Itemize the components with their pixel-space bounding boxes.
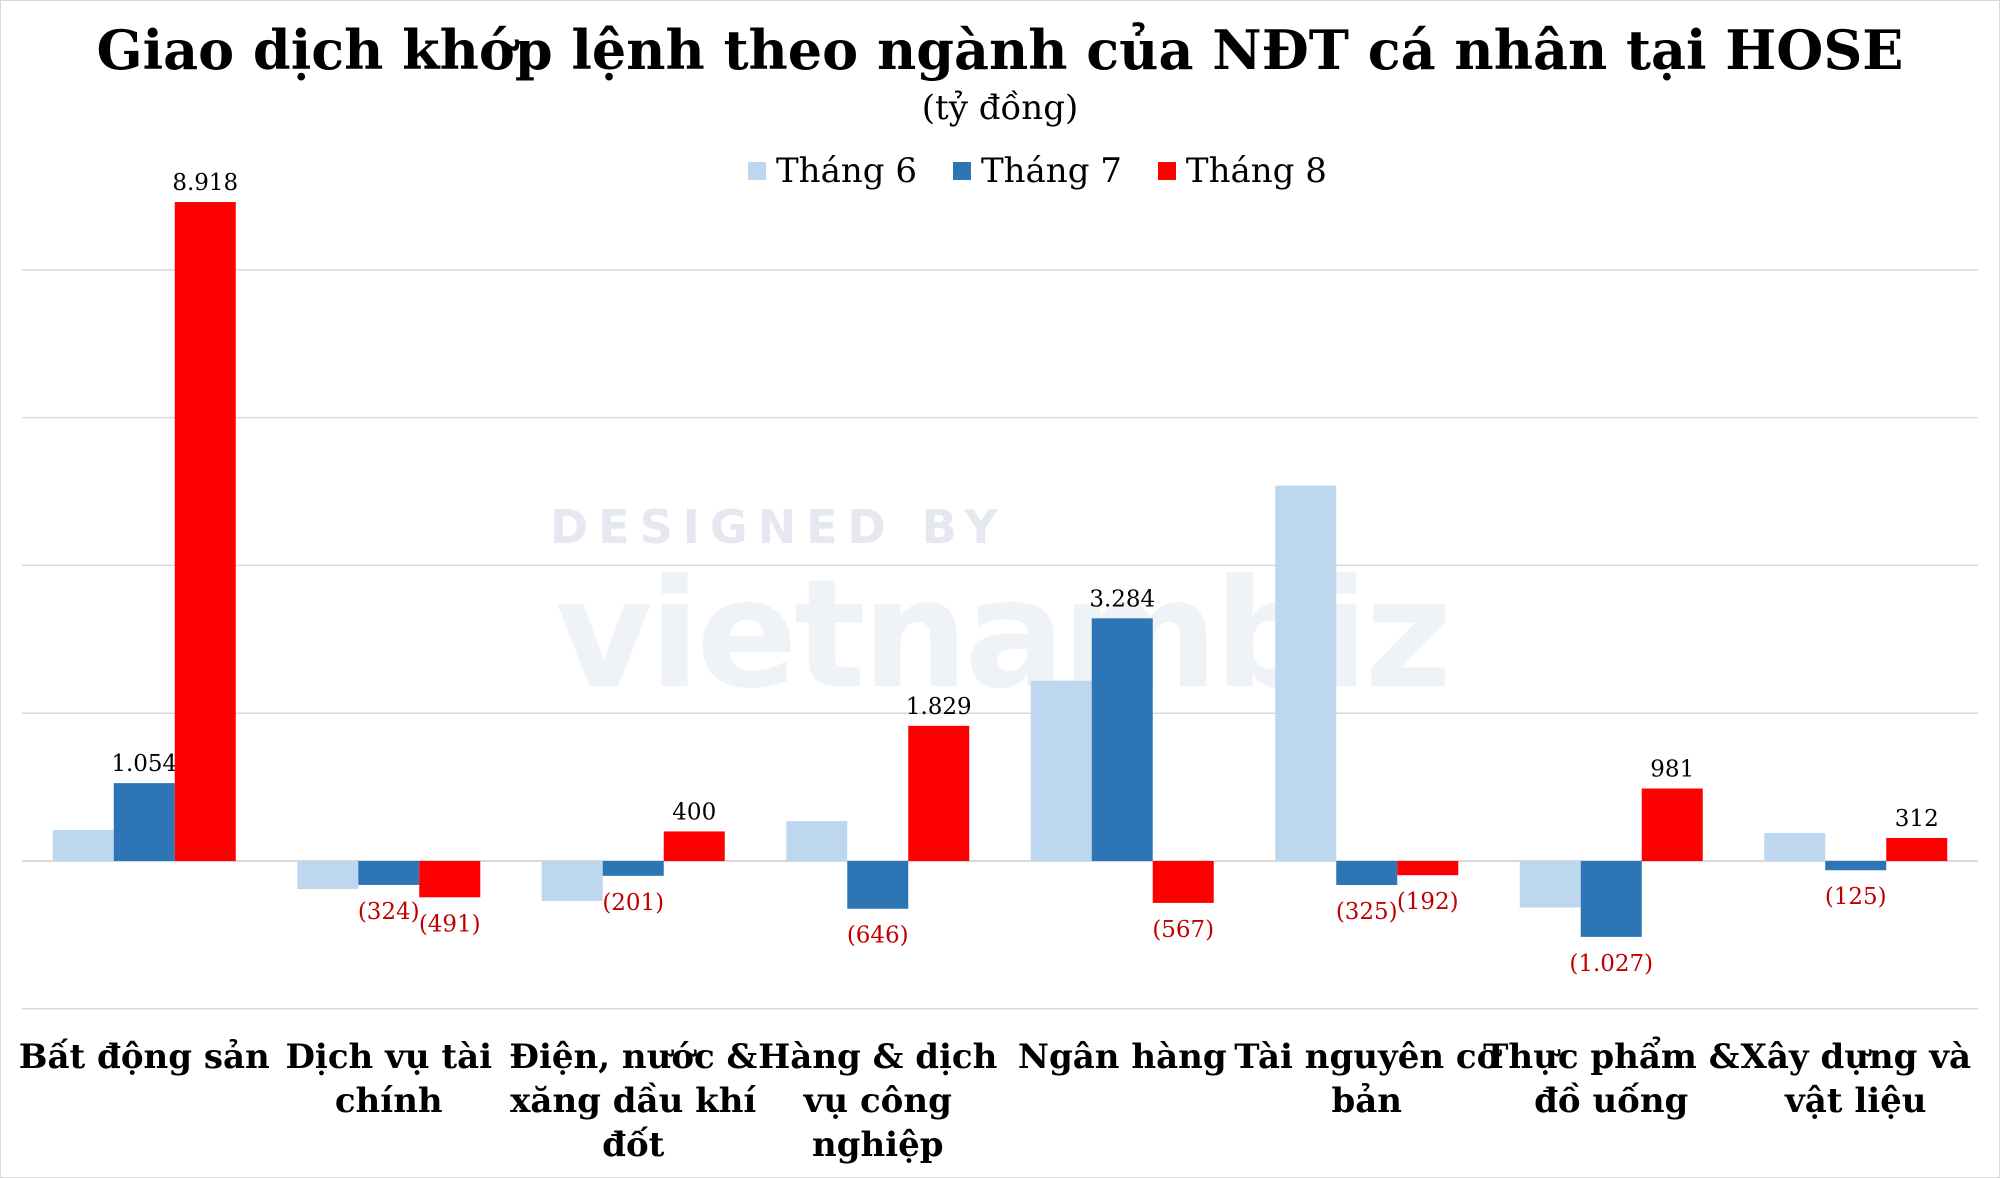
data-label-series-1-cat-4: 3.284 <box>1089 586 1155 612</box>
data-label-series-2-cat-4: (567) <box>1152 917 1214 943</box>
legend: Tháng 6 Tháng 7 Tháng 8 <box>748 146 1327 196</box>
legend-label-series-0: Tháng 6 <box>776 151 917 191</box>
bar-series-1-cat-0 <box>113 783 175 861</box>
bar-series-2-cat-0 <box>174 202 236 861</box>
x-tick-label-1-line-1: chính <box>335 1081 443 1121</box>
bar-series-1-cat-3 <box>847 861 909 909</box>
data-label-series-2-cat-6: 981 <box>1650 757 1694 783</box>
data-label-series-1-cat-2: (201) <box>602 890 664 916</box>
data-label-series-2-cat-7: 312 <box>1895 806 1939 832</box>
x-tick-label-7-line-0: Xây dựng và <box>1740 1037 1971 1077</box>
bar-series-2-cat-6 <box>1641 788 1703 861</box>
x-tick-label-1-line-0: Dịch vụ tài <box>285 1037 492 1077</box>
bar-series-2-cat-3 <box>908 725 970 861</box>
x-tick-label-5-line-0: Tài nguyên cơ <box>1234 1037 1502 1077</box>
bar-series-2-cat-7 <box>1886 837 1948 861</box>
data-label-series-1-cat-3: (646) <box>847 923 909 949</box>
x-tick-label-0-line-0: Bất động sản <box>19 1037 270 1077</box>
x-tick-label-3-line-2: nghiệp <box>812 1125 944 1165</box>
x-tick-label-3-line-1: vụ công <box>803 1081 952 1121</box>
data-label-series-2-cat-0: 8.918 <box>172 170 238 196</box>
bar-series-0-cat-0 <box>52 829 114 861</box>
legend-item-series-1: Tháng 7 <box>952 151 1122 191</box>
x-tick-label-2-line-0: Điện, nước & <box>509 1037 757 1077</box>
data-label-series-1-cat-5: (325) <box>1336 899 1398 925</box>
bar-series-1-cat-6 <box>1580 861 1642 937</box>
bar-series-2-cat-5 <box>1397 861 1459 876</box>
legend-label-series-2: Tháng 8 <box>1185 151 1327 191</box>
data-label-series-2-cat-3: 1.829 <box>906 694 972 720</box>
x-tick-label-6-line-0: Thực phẩm & <box>1483 1036 1740 1077</box>
bar-series-2-cat-1 <box>419 861 481 898</box>
x-tick-label-6-line-1: đồ uống <box>1534 1081 1688 1121</box>
bar-series-1-cat-7 <box>1825 861 1887 871</box>
bar-series-0-cat-1 <box>297 861 359 890</box>
bar-series-2-cat-4 <box>1152 861 1214 903</box>
chart-title: Giao dịch khớp lệnh theo ngành của NĐT c… <box>96 18 1904 82</box>
data-label-series-2-cat-5: (192) <box>1397 889 1459 915</box>
data-label-series-1-cat-1: (324) <box>358 899 420 925</box>
legend-item-series-2: Tháng 8 <box>1157 151 1327 191</box>
legend-swatch-series-1 <box>952 162 971 180</box>
data-label-series-2-cat-1: (491) <box>419 911 481 937</box>
legend-label-series-1: Tháng 7 <box>980 151 1122 191</box>
x-tick-label-3-line-0: Hàng & dịch <box>758 1037 997 1077</box>
legend-item-series-0: Tháng 6 <box>748 151 917 191</box>
bar-series-0-cat-5 <box>1275 485 1337 861</box>
data-label-series-1-cat-7: (125) <box>1825 884 1887 910</box>
bar-series-1-cat-1 <box>358 861 420 885</box>
bar-series-0-cat-3 <box>786 821 848 861</box>
watermark-text: DESIGNED BY <box>550 500 1008 554</box>
legend-swatch-series-0 <box>748 162 766 180</box>
x-tick-label-7-line-1: vật liệu <box>1784 1081 1927 1121</box>
data-label-series-2-cat-2: 400 <box>672 799 716 825</box>
data-label-series-1-cat-0: 1.054 <box>111 751 177 777</box>
bar-series-0-cat-2 <box>541 861 603 901</box>
bar-series-1-cat-4 <box>1091 618 1153 861</box>
legend-swatch-series-2 <box>1157 162 1176 180</box>
bar-series-0-cat-4 <box>1030 680 1092 861</box>
x-tick-label-2-line-1: xăng dầu khí <box>510 1081 756 1121</box>
x-tick-label-2-line-2: đốt <box>602 1125 664 1165</box>
bar-series-2-cat-2 <box>663 831 725 861</box>
x-tick-label-5-line-1: bản <box>1331 1081 1402 1121</box>
x-tick-label-4-line-0: Ngân hàng <box>1018 1037 1227 1077</box>
bar-series-0-cat-6 <box>1519 861 1581 908</box>
bar-series-1-cat-2 <box>602 861 664 876</box>
data-label-series-1-cat-6: (1.027) <box>1569 951 1653 977</box>
chart-subtitle: (tỷ đồng) <box>921 88 1079 128</box>
bar-series-1-cat-5 <box>1336 861 1398 886</box>
bar-series-0-cat-7 <box>1764 832 1826 861</box>
